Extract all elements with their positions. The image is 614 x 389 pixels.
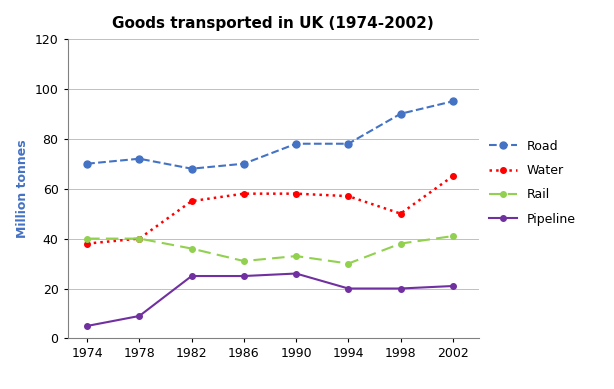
Water xyxy=(188,199,195,203)
Line: Pipeline: Pipeline xyxy=(84,271,456,329)
Rail xyxy=(292,254,300,258)
Y-axis label: Million tonnes: Million tonnes xyxy=(16,139,29,238)
Pipeline xyxy=(136,314,143,318)
Pipeline xyxy=(449,284,456,288)
Road xyxy=(344,142,352,146)
Road xyxy=(397,111,404,116)
Water xyxy=(449,174,456,179)
Line: Road: Road xyxy=(84,98,456,172)
Road xyxy=(292,142,300,146)
Road xyxy=(188,166,195,171)
Road xyxy=(449,99,456,103)
Rail xyxy=(344,261,352,266)
Water xyxy=(84,241,91,246)
Road xyxy=(84,161,91,166)
Line: Rail: Rail xyxy=(84,233,456,266)
Pipeline xyxy=(188,274,195,279)
Rail xyxy=(449,234,456,238)
Pipeline xyxy=(240,274,247,279)
Road xyxy=(240,161,247,166)
Road xyxy=(136,156,143,161)
Rail xyxy=(136,236,143,241)
Legend: Road, Water, Rail, Pipeline: Road, Water, Rail, Pipeline xyxy=(489,140,576,226)
Rail xyxy=(397,241,404,246)
Water xyxy=(136,236,143,241)
Water xyxy=(397,211,404,216)
Water xyxy=(240,191,247,196)
Rail xyxy=(240,259,247,263)
Pipeline xyxy=(84,324,91,328)
Title: Goods transported in UK (1974-2002): Goods transported in UK (1974-2002) xyxy=(112,16,434,31)
Line: Water: Water xyxy=(84,173,456,246)
Rail xyxy=(188,246,195,251)
Pipeline xyxy=(344,286,352,291)
Rail xyxy=(84,236,91,241)
Water xyxy=(344,194,352,198)
Pipeline xyxy=(292,271,300,276)
Water xyxy=(292,191,300,196)
Pipeline xyxy=(397,286,404,291)
